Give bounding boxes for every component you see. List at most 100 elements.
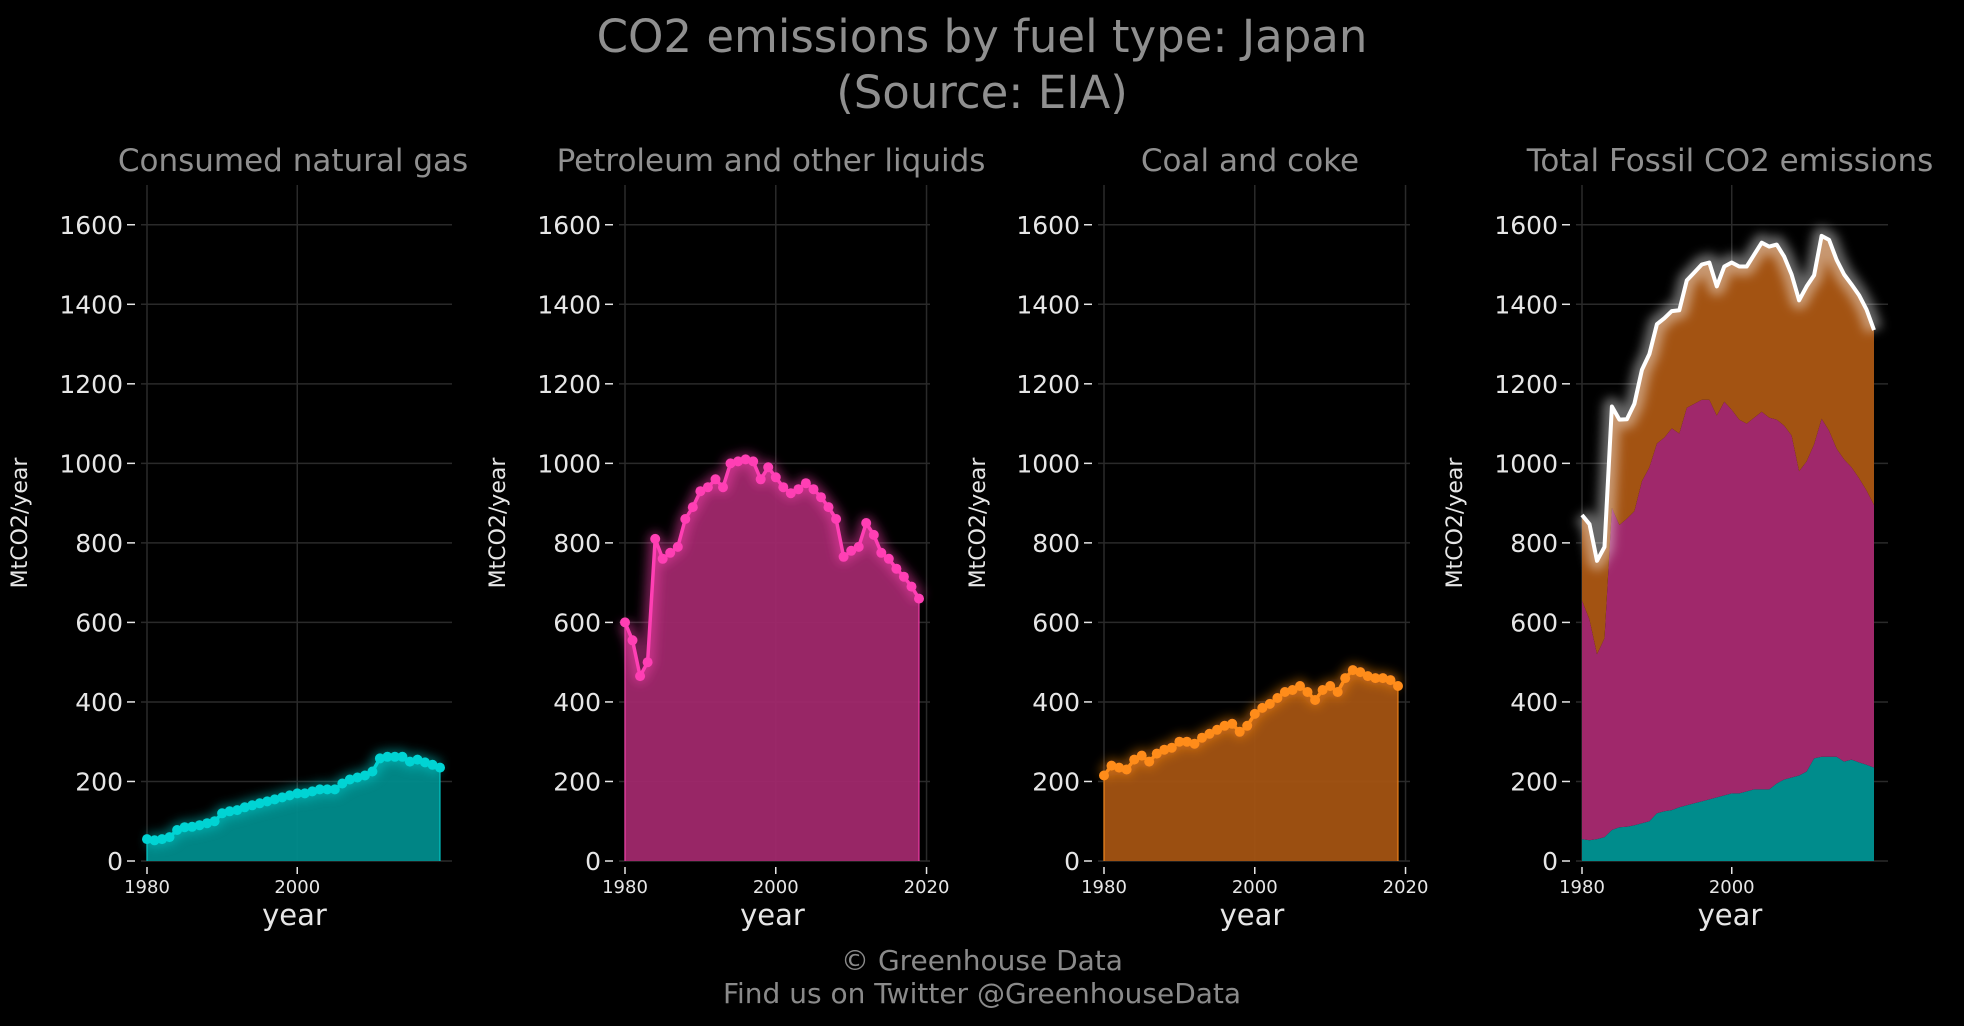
y-tick-label: 0 — [1064, 847, 1080, 876]
grid — [141, 185, 452, 862]
y-tick-label: 600 — [75, 608, 123, 637]
data-point — [733, 456, 744, 467]
data-point — [337, 778, 348, 789]
data-point — [702, 482, 713, 493]
data-point — [157, 834, 167, 845]
data-point — [748, 456, 759, 467]
panel-title: Consumed natural gas — [118, 143, 468, 179]
data-point — [172, 825, 183, 835]
data-point — [823, 502, 834, 513]
data-point — [202, 818, 213, 829]
y-tick-label: 0 — [585, 847, 601, 876]
data-point — [1151, 748, 1162, 759]
y-tick-label: 1200 — [1016, 370, 1080, 399]
y-tick-label: 1200 — [1494, 370, 1558, 399]
data-point — [627, 635, 638, 646]
y-tick-label: 1400 — [1494, 290, 1558, 319]
total-line — [1580, 233, 1876, 563]
panel-3: Coal and coke 0 200 400 600 800 1000 1200 1400 16… — [966, 143, 1428, 932]
series-line-coal — [1102, 668, 1400, 777]
y-tick-label: 800 — [1510, 529, 1558, 558]
data-point — [142, 834, 152, 845]
y-tick-label: 400 — [1510, 688, 1558, 717]
data-point — [650, 533, 661, 544]
y-tick-label: 200 — [553, 767, 601, 796]
data-point — [179, 822, 190, 833]
x-tick-label: 1980 — [602, 877, 648, 898]
data-point — [710, 474, 721, 485]
data-point — [397, 751, 408, 762]
data-point — [906, 581, 917, 592]
data-point — [209, 816, 220, 827]
data-point — [277, 792, 288, 803]
panel-title: Petroleum and other liquids — [557, 143, 986, 179]
x-tick-label: 1980 — [1559, 877, 1605, 898]
x-axis-label: year — [262, 898, 327, 932]
y-tick-label: 1200 — [537, 370, 601, 399]
data-point — [1249, 708, 1260, 719]
data-point — [914, 593, 924, 604]
data-point — [247, 800, 258, 811]
data-point — [217, 808, 228, 819]
y-tick-label: 800 — [1032, 529, 1080, 558]
data-point — [687, 502, 698, 513]
x-tick-label: 2000 — [1709, 877, 1755, 898]
data-point — [1347, 665, 1358, 676]
panel-title: Total Fossil CO2 emissions — [1526, 143, 1934, 179]
data-point — [307, 786, 318, 797]
data-point — [1332, 687, 1343, 697]
data-point — [1197, 732, 1207, 743]
data-point — [435, 762, 445, 773]
data-point — [846, 545, 857, 556]
data-point — [412, 754, 423, 765]
data-point — [292, 788, 303, 799]
panel-4: Total Fossil CO2 emissions 0 200 400 600 800 1… — [1443, 143, 1933, 932]
data-point — [861, 518, 872, 528]
data-point — [1355, 667, 1366, 678]
data-point — [883, 553, 894, 564]
data-point — [314, 784, 325, 795]
data-point — [898, 571, 909, 582]
data-point — [1129, 754, 1140, 765]
panel-1: Consumed natural gas 0 200 400 600 800 1000 120… — [8, 143, 468, 932]
y-tick-label: 1600 — [1016, 211, 1080, 240]
y-tick-label: 200 — [75, 767, 123, 796]
data-point — [891, 563, 902, 574]
data-point — [808, 484, 819, 495]
series-area-gas — [147, 756, 440, 861]
data-point — [838, 551, 849, 562]
data-point — [657, 553, 668, 564]
x-tick-label: 2000 — [274, 877, 320, 898]
data-point — [1302, 687, 1313, 697]
data-point — [1099, 770, 1109, 781]
data-point — [1362, 671, 1373, 682]
y-tick-label: 1400 — [537, 290, 601, 319]
panel-2: Petroleum and other liquids 0 200 400 600 800… — [486, 143, 985, 932]
data-point — [194, 820, 205, 831]
data-point — [1257, 702, 1268, 713]
data-point — [1287, 685, 1298, 695]
data-point — [876, 547, 887, 558]
y-tick-label: 400 — [75, 688, 123, 717]
x-tick-label: 2000 — [753, 877, 799, 898]
y-tick-label: 0 — [1542, 847, 1558, 876]
series-area-coal — [1104, 670, 1398, 861]
data-point — [778, 482, 789, 493]
y-tick-label: 1000 — [537, 449, 601, 478]
footer-twitter: Find us on Twitter @GreenhouseData — [722, 977, 1242, 1010]
data-point — [382, 751, 393, 762]
y-tick-label: 1400 — [1016, 290, 1080, 319]
y-axis-label: MtCO2/year — [486, 457, 511, 589]
stack-area-petroleum — [1582, 399, 1874, 841]
data-point — [239, 802, 250, 813]
x-axis-label: year — [740, 898, 805, 932]
data-point — [793, 484, 804, 495]
y-axis-label: MtCO2/year — [1443, 457, 1468, 589]
data-point — [1166, 742, 1177, 753]
data-point — [1377, 673, 1388, 684]
data-point — [635, 671, 646, 682]
x-tick-label: 2000 — [1232, 877, 1278, 898]
data-point — [269, 794, 280, 805]
data-point — [420, 757, 430, 768]
data-point — [344, 774, 355, 785]
